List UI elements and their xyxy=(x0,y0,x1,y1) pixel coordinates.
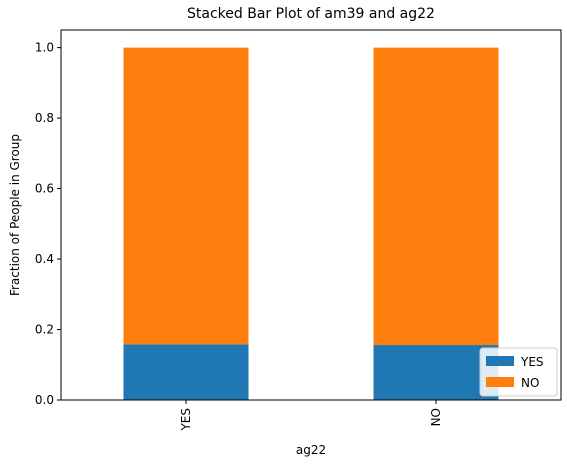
chart-title: Stacked Bar Plot of am39 and ag22 xyxy=(187,6,435,22)
bar-no-no xyxy=(373,47,499,346)
x-axis: YES NO xyxy=(179,400,443,432)
y-tick-label: 0.0 xyxy=(35,393,54,407)
y-tick-label: 1.0 xyxy=(35,41,54,55)
x-tick-label: YES xyxy=(179,408,193,432)
legend-label-yes: YES xyxy=(520,355,544,369)
plot-frame xyxy=(60,29,562,401)
x-tick-label: NO xyxy=(429,408,443,426)
y-tick-label: 0.6 xyxy=(35,182,54,196)
y-axis: 0.0 0.2 0.4 0.6 0.8 1.0 xyxy=(35,41,61,407)
x-axis-label: ag22 xyxy=(296,443,326,457)
y-axis-label: Fraction of People in Group xyxy=(8,134,22,296)
bar-no-yes xyxy=(373,345,499,400)
legend-label-no: NO xyxy=(521,376,539,390)
legend-swatch-no xyxy=(486,377,514,387)
y-tick-label: 0.8 xyxy=(35,111,54,125)
legend: YES NO xyxy=(479,347,558,397)
y-tick-label: 0.2 xyxy=(35,323,54,337)
bars-layer xyxy=(123,47,499,400)
legend-box xyxy=(479,347,558,397)
legend-swatch-yes xyxy=(486,356,514,366)
y-tick-label: 0.4 xyxy=(35,252,54,266)
bar-yes-no xyxy=(123,47,249,345)
bar-yes-yes xyxy=(123,344,249,400)
